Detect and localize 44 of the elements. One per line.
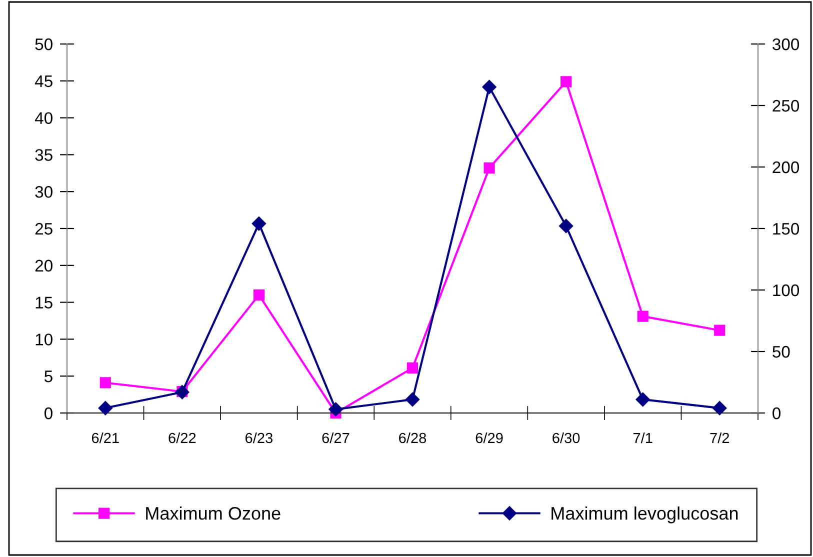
point bbox=[100, 377, 111, 388]
x-tick-label: 6/28 bbox=[399, 432, 426, 444]
point bbox=[252, 216, 266, 231]
x-tick-label: 6/21 bbox=[92, 432, 119, 444]
point bbox=[328, 402, 343, 416]
y2-tick-label: 0 bbox=[772, 407, 781, 420]
point bbox=[558, 218, 574, 234]
x-tick-label: 6/23 bbox=[245, 432, 272, 444]
y-tick-label: 50 bbox=[35, 38, 52, 50]
x-tick-label: 7/2 bbox=[710, 432, 730, 444]
point bbox=[482, 80, 496, 94]
point bbox=[98, 401, 112, 416]
y-tick-label: 25 bbox=[35, 222, 52, 235]
y2-tick-label: 200 bbox=[772, 161, 800, 174]
point bbox=[637, 310, 648, 322]
point bbox=[406, 362, 418, 374]
point bbox=[253, 289, 264, 300]
y-tick-label: 35 bbox=[35, 149, 52, 161]
y-tick-label: 20 bbox=[35, 260, 52, 272]
point bbox=[484, 162, 495, 174]
x-tick-label: 6/22 bbox=[168, 432, 196, 444]
x-tick-label: 6/30 bbox=[552, 432, 580, 444]
y-tick-label: 5 bbox=[44, 370, 52, 382]
point bbox=[560, 76, 572, 88]
point bbox=[405, 392, 420, 407]
y2-tick-label: 150 bbox=[773, 222, 800, 235]
y-tick-label: 30 bbox=[35, 186, 52, 198]
y2-tick-label: 300 bbox=[772, 38, 800, 50]
legend-label: Maximum Ozone bbox=[146, 506, 280, 520]
x-tick-label: 6/27 bbox=[322, 432, 350, 444]
y-tick-label: 40 bbox=[34, 112, 52, 124]
y2-tick-label: 50 bbox=[772, 346, 790, 358]
point bbox=[636, 392, 650, 407]
legend-label: Maximum levoglucosan bbox=[552, 506, 738, 524]
point bbox=[712, 401, 727, 416]
point bbox=[714, 324, 726, 336]
x-tick-label: 6/29 bbox=[476, 432, 503, 444]
y-tick-label: 10 bbox=[36, 334, 52, 346]
y-tick-label: 0 bbox=[44, 407, 52, 420]
y2-tick-label: 250 bbox=[772, 100, 800, 112]
y-tick-label: 45 bbox=[34, 75, 52, 88]
y-tick-label: 15 bbox=[36, 296, 52, 309]
x-tick-label: 7/1 bbox=[633, 432, 652, 444]
y2-tick-label: 100 bbox=[773, 284, 800, 296]
